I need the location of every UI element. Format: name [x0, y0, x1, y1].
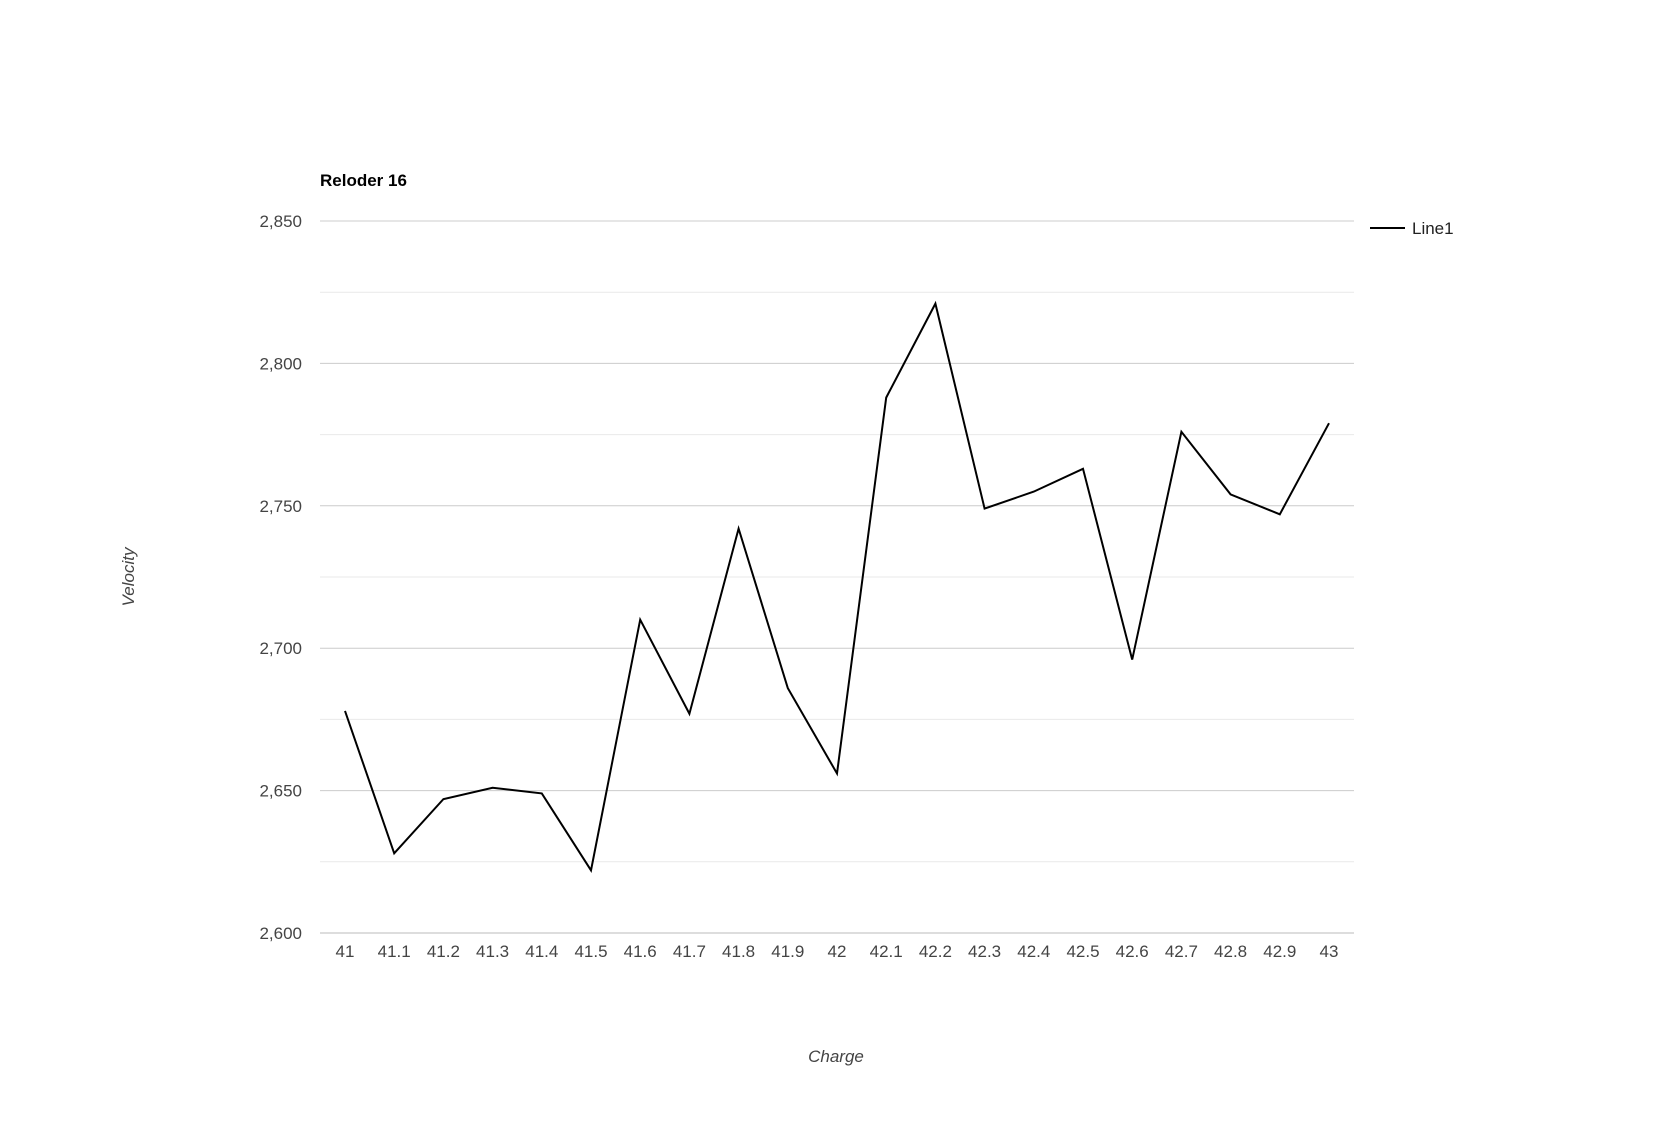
x-tick-label: 41.2 — [427, 942, 460, 961]
x-tick-label: 41.8 — [722, 942, 755, 961]
y-axis-title: Velocity — [119, 546, 138, 606]
x-tick-label: 41.1 — [378, 942, 411, 961]
x-tick-label: 42.7 — [1165, 942, 1198, 961]
y-tick-label: 2,650 — [259, 782, 302, 801]
x-tick-label: 42.5 — [1066, 942, 1099, 961]
x-tick-label: 41.9 — [771, 942, 804, 961]
x-tick-label: 41.3 — [476, 942, 509, 961]
legend[interactable]: Line1 — [1370, 219, 1454, 238]
x-tick-label: 42 — [828, 942, 847, 961]
x-axis-title: Charge — [808, 1047, 864, 1066]
x-tick-label: 42.2 — [919, 942, 952, 961]
x-tick-label: 42.1 — [870, 942, 903, 961]
y-tick-label: 2,700 — [259, 639, 302, 658]
x-tick-label: 42.3 — [968, 942, 1001, 961]
y-axis-ticks: 2,600 2,650 2,700 2,750 2,800 2,850 — [259, 212, 302, 943]
y-tick-label: 2,750 — [259, 497, 302, 516]
x-tick-label: 41.6 — [624, 942, 657, 961]
x-tick-label: 42.4 — [1017, 942, 1050, 961]
y-tick-label: 2,800 — [259, 354, 302, 373]
x-tick-label: 42.9 — [1263, 942, 1296, 961]
x-tick-label: 42.6 — [1116, 942, 1149, 961]
x-tick-label: 41.4 — [525, 942, 558, 961]
x-axis-ticks: 41 41.1 41.2 41.3 41.4 41.5 41.6 41.7 41.8 41.9 42… — [336, 942, 1339, 961]
legend-label: Line1 — [1412, 219, 1454, 238]
x-tick-label: 43 — [1320, 942, 1339, 961]
y-tick-label: 2,600 — [259, 924, 302, 943]
x-tick-label: 41.5 — [574, 942, 607, 961]
y-tick-label: 2,850 — [259, 212, 302, 231]
gridlines — [320, 220, 1354, 934]
series-line[interactable] — [344, 300, 1330, 873]
x-tick-label: 42.8 — [1214, 942, 1247, 961]
series-group — [344, 300, 1330, 873]
chart-title: Reloder 16 — [320, 171, 407, 190]
x-tick-label: 41 — [336, 942, 355, 961]
x-tick-label: 41.7 — [673, 942, 706, 961]
